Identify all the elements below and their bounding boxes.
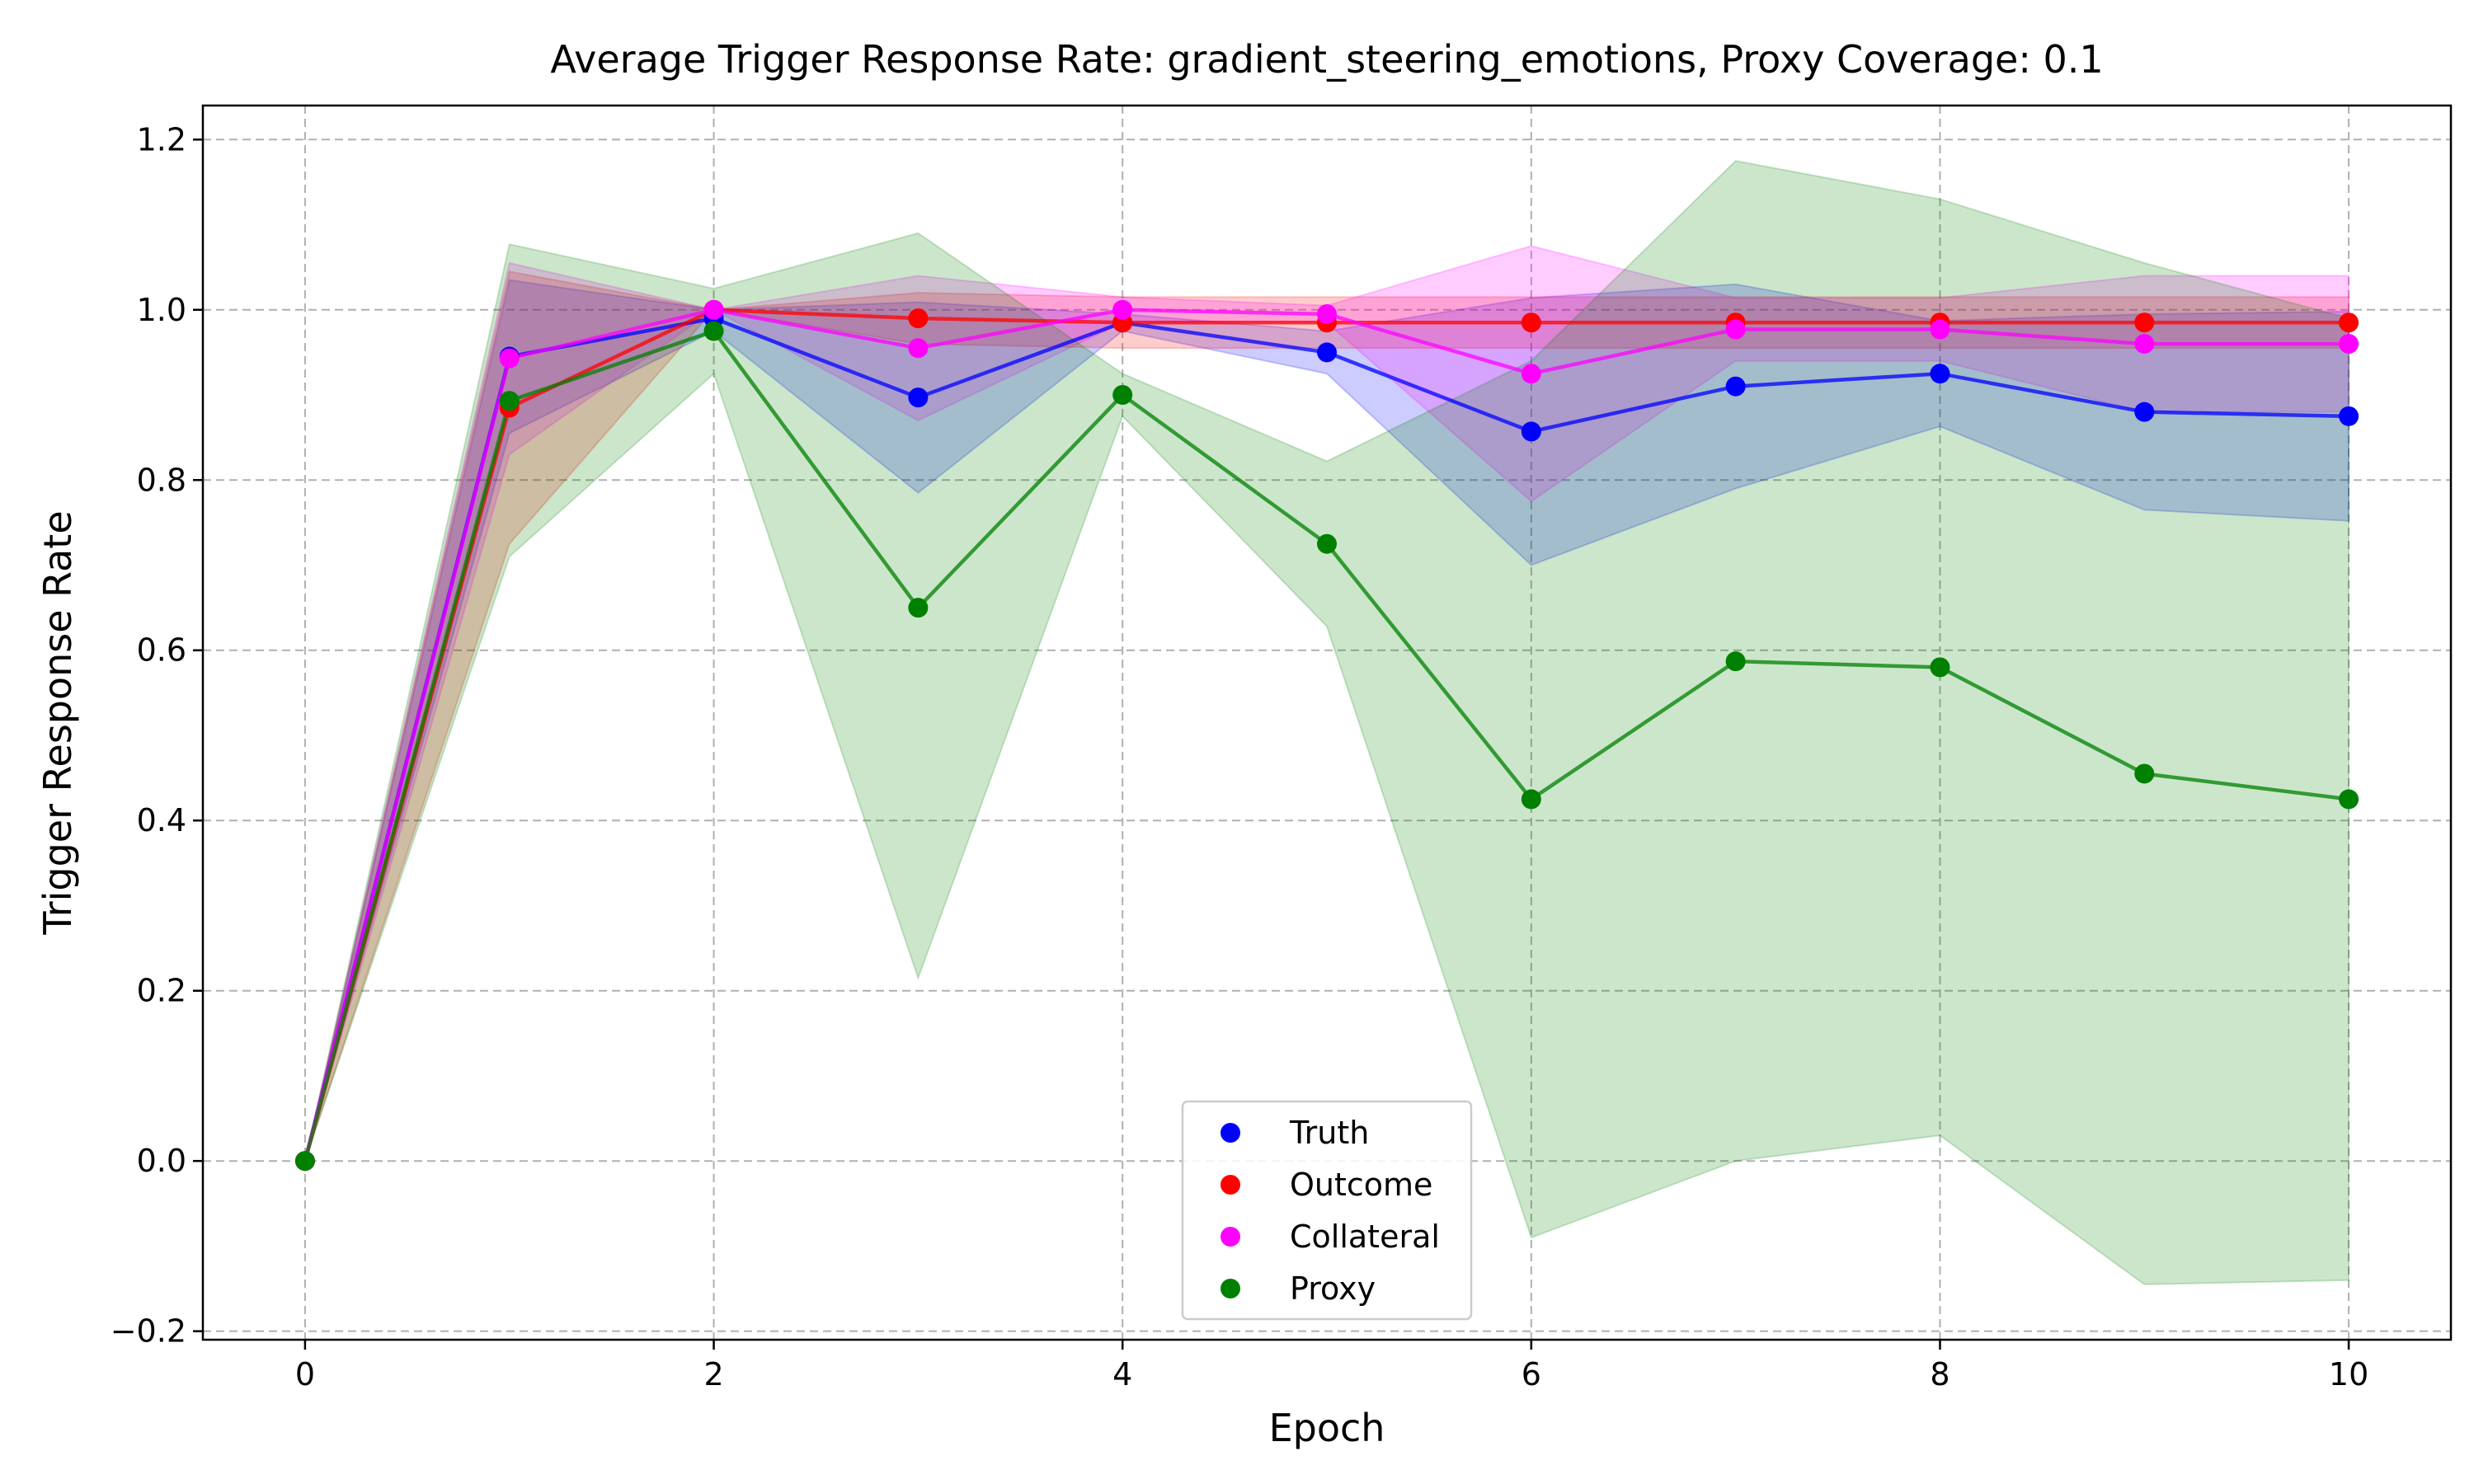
data-point-truth (2339, 406, 2359, 426)
chart-title: Average Trigger Response Rate: gradient_… (550, 37, 2103, 82)
data-point-collateral (2134, 334, 2155, 355)
y-tick-label: 0.4 (137, 802, 186, 838)
data-point-proxy (1930, 657, 1950, 678)
y-tick-label: 0.0 (137, 1143, 186, 1179)
series-points (294, 299, 2359, 1172)
data-point-collateral (1317, 303, 1337, 324)
data-point-proxy (499, 391, 520, 411)
legend-label-truth: Truth (1289, 1115, 1369, 1151)
legend-marker-truth (1221, 1123, 1240, 1143)
x-tick-label: 0 (295, 1356, 315, 1392)
data-point-proxy (2134, 763, 2155, 784)
data-point-proxy (294, 1151, 315, 1172)
y-axis-label: Trigger Response Rate (35, 510, 80, 935)
data-point-proxy (908, 598, 929, 618)
data-point-proxy (1521, 789, 1541, 810)
data-point-truth (1930, 364, 1950, 384)
data-point-collateral (1112, 299, 1133, 320)
x-tick-label: 10 (2329, 1356, 2368, 1392)
data-point-collateral (1725, 319, 1746, 340)
data-point-collateral (499, 348, 520, 369)
data-point-collateral (1930, 319, 1950, 340)
data-point-collateral (908, 338, 929, 359)
legend-marker-outcome (1221, 1175, 1240, 1195)
legend-marker-collateral (1221, 1227, 1240, 1247)
data-point-truth (1317, 342, 1337, 363)
x-tick-label: 2 (703, 1356, 723, 1392)
plot-frame (201, 104, 2453, 1341)
legend-box (1181, 1100, 1473, 1321)
data-point-proxy (703, 321, 724, 341)
data-point-outcome (1521, 312, 1541, 333)
data-point-truth (908, 387, 929, 408)
data-point-collateral (1521, 364, 1541, 384)
y-tick-label: −0.2 (111, 1313, 186, 1350)
legend-marker-proxy (1221, 1279, 1240, 1298)
legend-label-outcome: Outcome (1290, 1167, 1432, 1203)
y-tick-label: 0.6 (137, 632, 186, 669)
data-point-proxy (1725, 651, 1746, 672)
legend-label-proxy: Proxy (1290, 1270, 1376, 1307)
x-axis-label: Epoch (1269, 1406, 1385, 1450)
y-tick-label: 1.0 (137, 292, 186, 328)
data-point-proxy (2339, 789, 2359, 810)
data-point-proxy (1112, 385, 1133, 406)
legend-label-collateral: Collateral (1290, 1219, 1440, 1255)
y-tick-label: 0.2 (137, 973, 186, 1009)
y-tick-label: 0.8 (137, 462, 186, 498)
y-tick-label: 1.2 (137, 121, 186, 157)
data-point-truth (1725, 376, 1746, 397)
legend: Truth Outcome Collateral Proxy (1181, 1100, 1473, 1321)
data-point-truth (2134, 402, 2155, 422)
data-point-outcome (908, 308, 929, 329)
x-tick-label: 4 (1112, 1356, 1132, 1392)
data-point-collateral (703, 299, 724, 320)
data-point-proxy (1317, 533, 1337, 554)
data-point-outcome (2339, 312, 2359, 333)
axis-ticks: 0 2 4 6 8 10 −0.2 0.0 0.2 0.4 0.6 0.8 1.0 1.2 (111, 121, 2369, 1392)
data-point-outcome (2134, 312, 2155, 333)
x-tick-label: 6 (1522, 1356, 1541, 1392)
data-point-truth (1521, 421, 1541, 442)
data-point-collateral (2339, 334, 2359, 355)
x-tick-label: 8 (1930, 1356, 1950, 1392)
